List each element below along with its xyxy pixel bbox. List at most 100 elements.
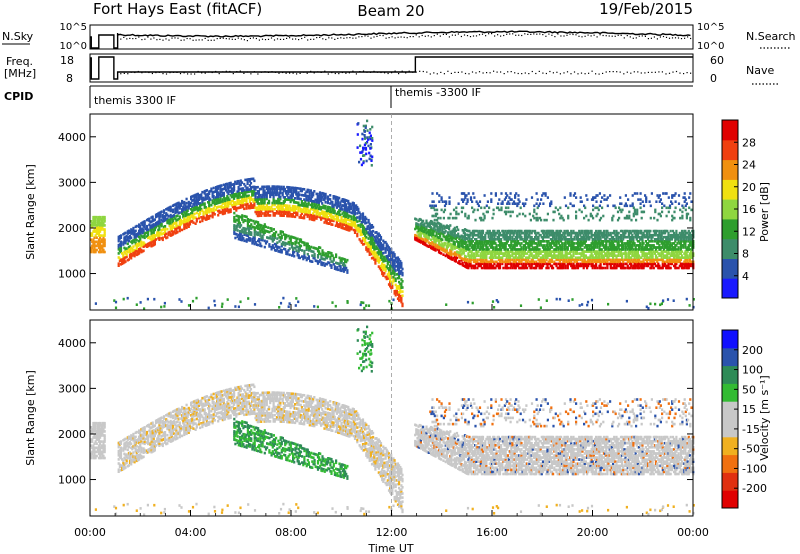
- scatter-cell: [432, 241, 435, 245]
- scatter-cell: [261, 202, 264, 205]
- scatter-cell: [340, 257, 343, 260]
- scatter-cell: [94, 250, 97, 254]
- cpid-strip: CPID themis 3300 IF themis -3300 IF: [4, 85, 693, 108]
- nave-point: [573, 71, 576, 73]
- scatter-cell: [526, 235, 529, 239]
- nsearch-point: [123, 36, 125, 38]
- scatter-cell: [322, 257, 325, 261]
- nsearch-point: [373, 36, 375, 38]
- scatter-cell: [203, 204, 206, 207]
- scatter-cell: [267, 230, 270, 233]
- nsearch-point: [687, 36, 689, 38]
- scatter-cell: [252, 204, 255, 207]
- scatter-cell: [326, 209, 329, 213]
- scatter-cell: [582, 264, 585, 268]
- scatter-cell: [210, 189, 213, 193]
- scatter-cell: [379, 242, 383, 245]
- scatter-cell: [131, 250, 134, 253]
- scatter-cell: [217, 209, 220, 213]
- scatter-cell: [153, 240, 156, 244]
- nave-point: [303, 71, 305, 73]
- scatter-cell: [342, 227, 345, 230]
- scatter-cell: [295, 193, 298, 196]
- nsearch-point: [463, 34, 466, 36]
- scatter-cell: [451, 229, 454, 233]
- scatter-cell: [375, 253, 378, 257]
- scatter-cell: [324, 217, 327, 220]
- scatter-cell: [378, 240, 381, 243]
- scatter-cell: [187, 202, 190, 206]
- scatter-cell: [347, 224, 350, 228]
- scatter-cell: [260, 224, 263, 227]
- scatter-cell: [307, 247, 310, 250]
- scatter-cell: [275, 191, 279, 195]
- nave-point: [647, 71, 649, 73]
- scatter-cell: [352, 214, 355, 217]
- scatter-cell: [350, 215, 353, 219]
- nave-point: [405, 72, 407, 74]
- scatter-cell: [175, 229, 178, 232]
- scatter-cell: [323, 254, 326, 257]
- scatter-cell: [263, 199, 266, 203]
- scatter-cell: [599, 252, 602, 255]
- scatter-cell: [493, 235, 496, 239]
- scatter-cell: [571, 264, 574, 268]
- scatter-cell: [332, 258, 335, 262]
- scatter-cell: [90, 250, 93, 254]
- scatter-cell: [275, 210, 279, 213]
- scatter-cell: [401, 304, 404, 308]
- scatter-cell: [252, 177, 255, 181]
- scatter-cell: [451, 248, 454, 251]
- scatter-cell: [529, 244, 532, 247]
- scatter-cell: [504, 248, 507, 251]
- scatter-cell: [428, 233, 431, 237]
- scatter-cell: [201, 190, 204, 194]
- nsearch-point: [270, 37, 273, 39]
- scatter-cell: [219, 196, 222, 200]
- scatter-cell: [342, 220, 345, 224]
- scatter-cell: [391, 286, 394, 289]
- scatter-cell: [95, 236, 98, 239]
- scatter-cell: [201, 209, 204, 212]
- nsearch-point: [186, 37, 188, 40]
- scatter-cell: [200, 216, 203, 219]
- scatter-cell: [254, 220, 257, 223]
- scatter-cell: [103, 224, 106, 227]
- scatter-cell: [99, 222, 102, 225]
- nsearch-point: [439, 35, 441, 37]
- scatter-cell: [150, 232, 153, 236]
- scatter-cell: [587, 262, 590, 266]
- scatter-cell: [382, 268, 385, 271]
- scatter-cell: [205, 193, 208, 196]
- scatter-cell: [157, 220, 160, 224]
- scatter-cell: [501, 256, 504, 259]
- scatter-cell: [233, 189, 236, 192]
- scatter-cell: [565, 246, 568, 249]
- scatter-cell: [468, 235, 471, 239]
- nsearch-point: [144, 38, 146, 40]
- scatter-cell: [213, 198, 216, 202]
- scatter-cell: [509, 254, 512, 257]
- scatter-cell: [205, 215, 208, 219]
- nave-tick-bottom: 0: [710, 72, 717, 85]
- scatter-cell: [605, 231, 608, 235]
- scatter-cell: [229, 202, 232, 205]
- scatter-cell: [205, 211, 208, 215]
- scatter-cell: [191, 213, 194, 217]
- scatter-cell: [340, 205, 343, 209]
- scatter-cell: [465, 241, 468, 244]
- scatter-cell: [602, 235, 606, 239]
- scatter-cell: [370, 224, 374, 227]
- scatter-cell: [581, 262, 584, 266]
- scatter-cell: [367, 218, 370, 222]
- scatter-cell: [520, 242, 523, 245]
- scatter-cell: [130, 256, 133, 260]
- freq-trace: [90, 56, 693, 80]
- scatter-cell: [236, 182, 239, 185]
- scatter-cell: [231, 183, 234, 186]
- scatter-cell: [350, 217, 353, 221]
- scatter-cell: [501, 258, 504, 262]
- nsearch-point: [548, 33, 550, 35]
- scatter-cell: [391, 257, 394, 261]
- scatter-cell: [226, 201, 229, 204]
